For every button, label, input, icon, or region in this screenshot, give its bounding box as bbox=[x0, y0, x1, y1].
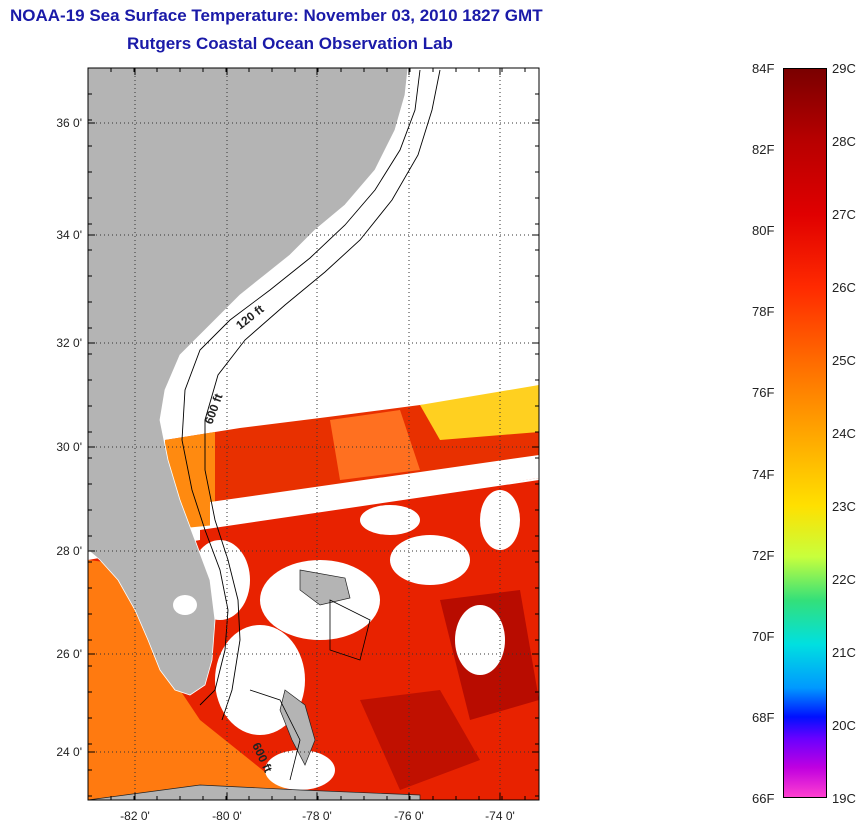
colorbar-f-label: 70F bbox=[752, 628, 775, 644]
colorbar-c-label: 21C bbox=[832, 645, 856, 660]
lon-label: -82 0' bbox=[120, 809, 150, 823]
lon-label: -74 0' bbox=[485, 809, 515, 823]
colorbar-f-label: 82F bbox=[752, 142, 775, 158]
colorbar-c-label: 28C bbox=[832, 134, 856, 149]
bahamas-islands bbox=[279, 689, 316, 766]
colorbar-c-label: 29C bbox=[832, 61, 856, 76]
lon-label: -80 0' bbox=[212, 809, 242, 823]
graticule: 36 0' 34 0' 32 0' 30 0' 28 0' 26 0' 24 0' -82 0… bbox=[56, 67, 539, 823]
colorbar-f-label: 66F bbox=[752, 791, 775, 806]
lat-label: 26 0' bbox=[56, 647, 82, 661]
temperature-colorbar bbox=[783, 68, 827, 798]
lat-label: 28 0' bbox=[56, 544, 82, 558]
colorbar-c-label: 19C bbox=[832, 791, 856, 806]
lon-label: -78 0' bbox=[302, 809, 332, 823]
land-mass bbox=[88, 68, 409, 696]
lat-label: 34 0' bbox=[56, 228, 82, 242]
lat-label: 30 0' bbox=[56, 440, 82, 454]
colorbar-f-label: 68F bbox=[752, 709, 775, 725]
lon-label: -76 0' bbox=[394, 809, 424, 823]
lat-label: 32 0' bbox=[56, 336, 82, 350]
map-subtitle: Rutgers Coastal Ocean Observation Lab bbox=[127, 34, 453, 53]
colorbar-f-label: 72F bbox=[752, 547, 775, 563]
colorbar-f-label: 80F bbox=[752, 223, 775, 239]
colorbar-c-label: 20C bbox=[832, 718, 856, 733]
contour-600ft bbox=[204, 69, 441, 721]
colorbar-f-label: 84F bbox=[752, 61, 775, 76]
map-title: NOAA-19 Sea Surface Temperature: Novembe… bbox=[10, 6, 543, 25]
colorbar-f-label: 78F bbox=[752, 304, 775, 320]
colorbar-f-label: 76F bbox=[752, 385, 775, 401]
map-frame bbox=[87, 67, 540, 801]
colorbar-c-label: 23C bbox=[832, 499, 856, 514]
colorbar-c-label: 25C bbox=[832, 353, 856, 368]
cuba-coast bbox=[88, 784, 421, 800]
colorbar-c-label: 27C bbox=[832, 207, 856, 222]
colorbar-c-label: 26C bbox=[832, 280, 856, 295]
lat-label: 36 0' bbox=[56, 116, 82, 130]
colorbar-c-label: 24C bbox=[832, 426, 856, 441]
colorbar-f-label: 74F bbox=[752, 466, 775, 482]
lat-label: 24 0' bbox=[56, 745, 82, 759]
colorbar-c-label: 22C bbox=[832, 572, 856, 587]
